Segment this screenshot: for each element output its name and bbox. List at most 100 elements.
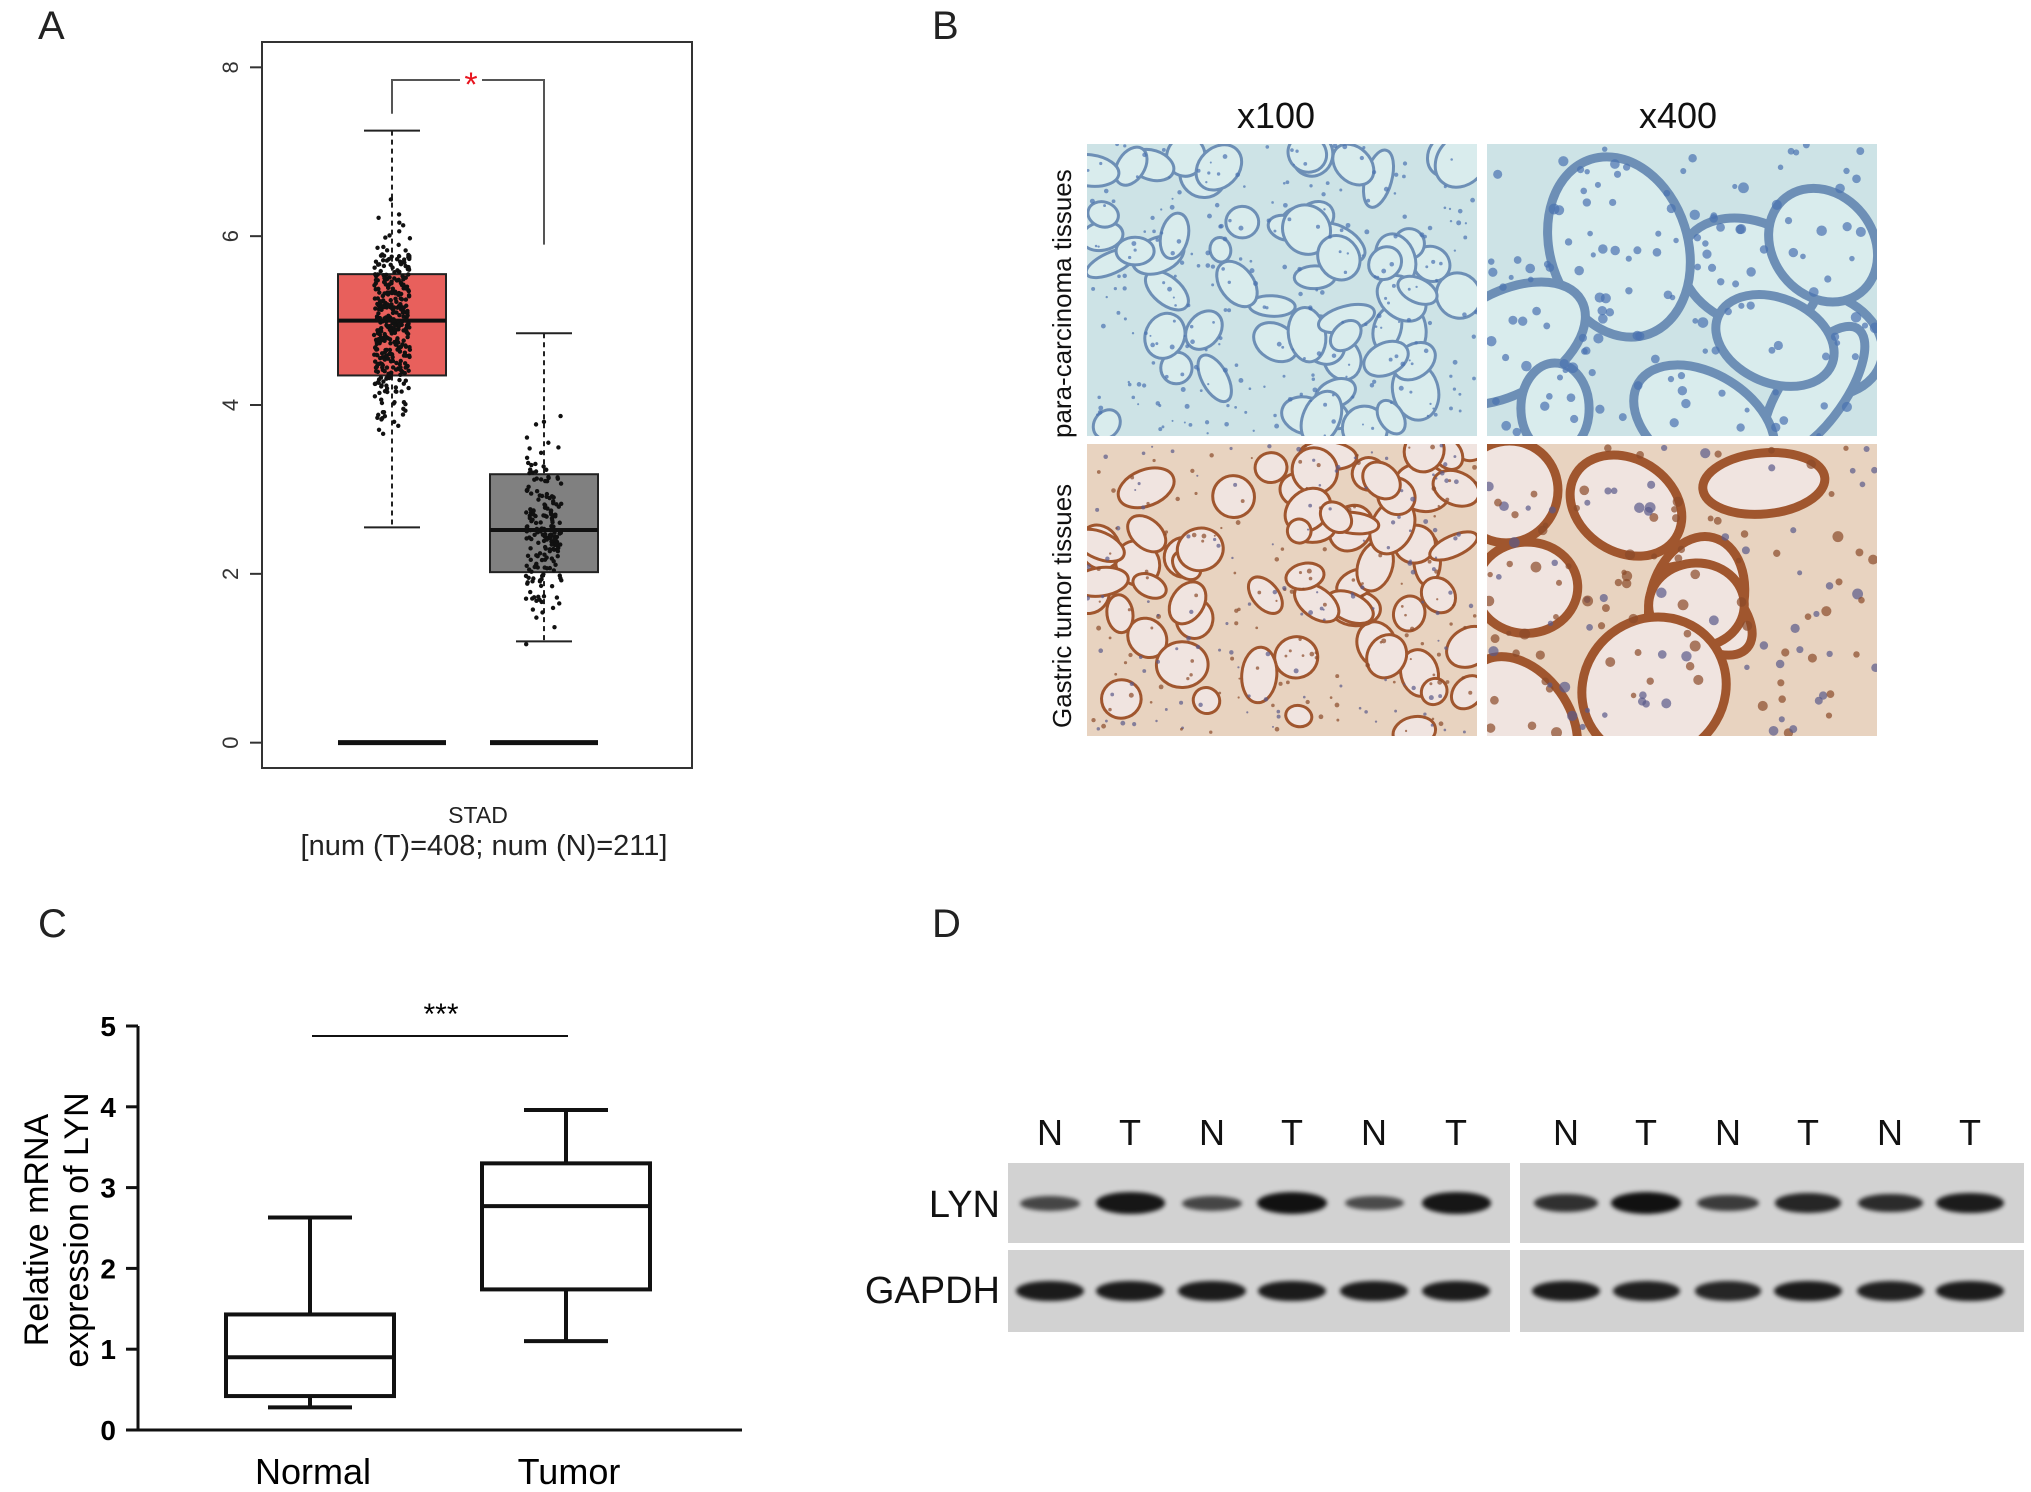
cell-nucleus bbox=[1301, 654, 1305, 657]
cell-nucleus bbox=[1449, 374, 1453, 378]
tissue-gland bbox=[1428, 530, 1477, 562]
cell-nucleus bbox=[1732, 183, 1738, 189]
cell-nucleus bbox=[1855, 226, 1866, 237]
data-point bbox=[551, 547, 557, 552]
cell-nucleus bbox=[1164, 374, 1169, 379]
data-point bbox=[533, 422, 539, 427]
cell-nucleus bbox=[1871, 466, 1877, 474]
cell-nucleus bbox=[1521, 360, 1532, 372]
cell-nucleus bbox=[1308, 503, 1313, 508]
cell-nucleus bbox=[1628, 613, 1639, 624]
cell-nucleus bbox=[1293, 668, 1299, 674]
cell-nucleus bbox=[1227, 308, 1232, 313]
cell-nucleus bbox=[1432, 473, 1435, 477]
cell-nucleus bbox=[1813, 610, 1820, 618]
cell-nucleus bbox=[1134, 488, 1137, 492]
cell-nucleus bbox=[1738, 182, 1749, 194]
cell-nucleus bbox=[1525, 263, 1536, 274]
cell-nucleus bbox=[1276, 714, 1281, 719]
cell-nucleus bbox=[1206, 432, 1209, 435]
tissue-gland bbox=[1253, 451, 1289, 485]
data-point bbox=[524, 524, 530, 530]
tissue-gland bbox=[1285, 517, 1313, 545]
data-point bbox=[549, 524, 554, 529]
cell-nucleus bbox=[1624, 549, 1636, 560]
cell-nucleus bbox=[1146, 600, 1150, 604]
cell-nucleus bbox=[1697, 317, 1709, 328]
cell-nucleus bbox=[1262, 305, 1267, 309]
cell-nucleus bbox=[1852, 174, 1861, 184]
band-lyn bbox=[1697, 1194, 1759, 1212]
data-point bbox=[372, 283, 377, 288]
cell-nucleus bbox=[1175, 647, 1179, 651]
cell-nucleus bbox=[1183, 334, 1186, 338]
cell-nucleus bbox=[1426, 414, 1430, 418]
cell-nucleus bbox=[1335, 674, 1340, 679]
cell-nucleus bbox=[1468, 690, 1473, 695]
cell-nucleus bbox=[1319, 606, 1324, 611]
cell-nucleus bbox=[1427, 225, 1433, 231]
cell-nucleus bbox=[1316, 591, 1319, 594]
data-point bbox=[558, 413, 563, 419]
cell-nucleus bbox=[1315, 288, 1319, 292]
band-lyn bbox=[1257, 1192, 1327, 1214]
cell-nucleus bbox=[1735, 224, 1745, 235]
cell-nucleus bbox=[1161, 147, 1166, 152]
cell-nucleus bbox=[1556, 374, 1564, 381]
data-point bbox=[525, 460, 531, 466]
data-point bbox=[538, 520, 543, 525]
data-point bbox=[555, 548, 561, 554]
data-point bbox=[395, 336, 400, 341]
cell-nucleus bbox=[1472, 464, 1477, 470]
cell-nucleus bbox=[1391, 283, 1396, 288]
tissue-gland bbox=[1113, 145, 1149, 187]
cell-nucleus bbox=[1457, 208, 1463, 214]
cell-nucleus bbox=[1393, 192, 1397, 195]
lane-label: N bbox=[1037, 1112, 1063, 1153]
data-point bbox=[402, 370, 407, 376]
data-point bbox=[388, 373, 393, 378]
cell-nucleus bbox=[1369, 383, 1375, 388]
cell-nucleus bbox=[1174, 304, 1177, 307]
data-point bbox=[532, 477, 537, 482]
data-point bbox=[390, 354, 395, 360]
data-point bbox=[534, 553, 539, 558]
data-point bbox=[392, 270, 397, 275]
cell-nucleus bbox=[1243, 185, 1246, 188]
ihc-col-header-x400: x400 bbox=[1638, 95, 1718, 136]
cell-nucleus bbox=[1278, 681, 1283, 686]
cell-nucleus bbox=[1315, 224, 1321, 229]
cell-nucleus bbox=[1216, 543, 1221, 548]
cell-nucleus bbox=[1196, 263, 1201, 268]
cell-nucleus bbox=[1130, 475, 1135, 480]
cell-nucleus bbox=[1381, 638, 1387, 644]
data-point bbox=[524, 641, 529, 647]
data-point bbox=[546, 440, 551, 445]
cell-nucleus bbox=[1214, 202, 1220, 208]
cell-nucleus bbox=[1186, 534, 1191, 539]
data-point bbox=[373, 369, 379, 374]
cell-nucleus bbox=[1408, 359, 1411, 362]
cell-nucleus bbox=[1746, 301, 1755, 310]
cell-nucleus bbox=[1547, 620, 1554, 627]
data-point bbox=[387, 347, 393, 353]
data-point bbox=[375, 361, 380, 367]
cell-nucleus bbox=[1296, 446, 1302, 452]
cell-nucleus bbox=[1830, 332, 1840, 341]
cell-nucleus bbox=[1449, 219, 1453, 223]
data-point bbox=[387, 233, 392, 238]
cell-nucleus bbox=[1099, 161, 1103, 166]
cell-nucleus bbox=[1170, 251, 1175, 256]
cell-nucleus bbox=[1267, 444, 1272, 449]
tissue-gland bbox=[1402, 444, 1446, 474]
data-point bbox=[528, 546, 533, 551]
tissue-gland bbox=[1487, 537, 1583, 638]
cell-nucleus bbox=[1201, 539, 1205, 543]
cell-nucleus bbox=[1744, 407, 1750, 413]
cell-nucleus bbox=[1365, 662, 1371, 668]
cell-nucleus bbox=[1156, 613, 1160, 617]
cell-nucleus bbox=[1849, 467, 1856, 474]
cell-nucleus bbox=[1700, 448, 1711, 459]
cell-nucleus bbox=[1463, 235, 1468, 240]
cell-nucleus bbox=[1649, 512, 1659, 522]
